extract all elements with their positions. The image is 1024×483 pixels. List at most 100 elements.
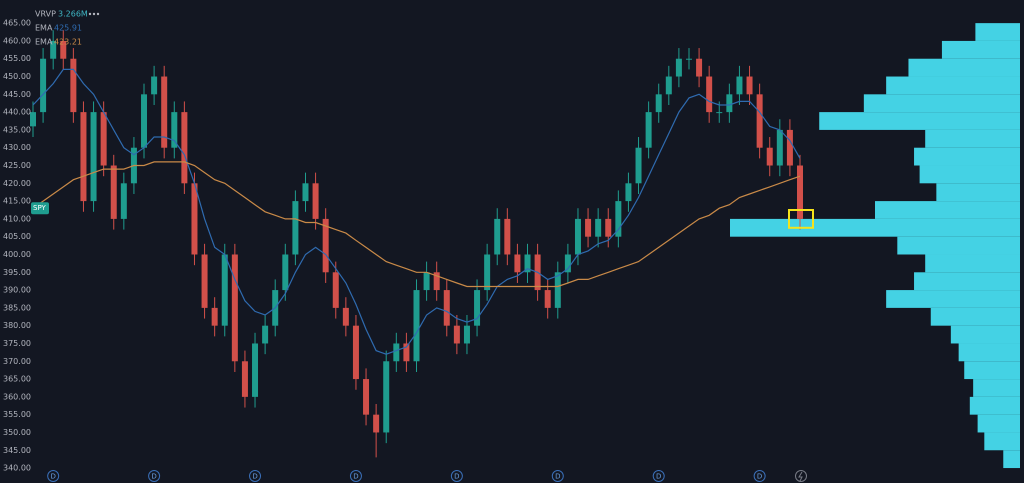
- candle-body: [110, 165, 117, 219]
- y-tick-label: 410.00: [3, 214, 31, 223]
- profile-bar: [914, 272, 1020, 291]
- ema-line: [32, 161, 801, 288]
- profile-bar: [1003, 450, 1020, 469]
- profile-bar: [977, 414, 1020, 433]
- ema-line: [32, 68, 801, 355]
- legend-value: 3.266M: [58, 10, 88, 19]
- candle-body: [100, 112, 107, 166]
- candle-body: [211, 307, 218, 326]
- menu-dot[interactable]: [88, 12, 92, 16]
- dividend-marker: [450, 470, 463, 482]
- candle-body: [655, 94, 662, 113]
- y-tick-label: 370.00: [3, 357, 31, 366]
- candle-body: [453, 325, 460, 344]
- dividend-marker: [349, 470, 362, 482]
- y-tick-label: 375.00: [3, 339, 31, 348]
- dividend-marker: [652, 470, 665, 482]
- candle-body: [60, 40, 67, 59]
- profile-bar: [950, 325, 1020, 344]
- y-tick-label: 450.00: [3, 72, 31, 81]
- profile-bar: [908, 58, 1020, 77]
- candle-body: [383, 361, 390, 433]
- candle-body: [363, 379, 370, 415]
- profile-bar: [975, 23, 1020, 41]
- candle-body: [191, 183, 198, 255]
- legend: VRVP 3.266M EMA 425.91 EMA 423.21: [35, 10, 100, 47]
- profile-bar: [863, 94, 1020, 113]
- y-tick-label: 380.00: [3, 321, 31, 330]
- dividend-label: D: [454, 473, 459, 481]
- profile-bar: [941, 40, 1020, 59]
- candle-body: [736, 76, 743, 95]
- y-tick-label: 445.00: [3, 90, 31, 99]
- menu-dot[interactable]: [96, 12, 100, 16]
- profile-bar: [875, 201, 1020, 219]
- candle-body: [504, 218, 511, 255]
- candle-body: [675, 58, 682, 77]
- profile-bar: [969, 396, 1020, 415]
- profile-bar: [919, 165, 1020, 184]
- legend-value: 425.91: [54, 24, 82, 33]
- candle-body: [201, 254, 208, 308]
- y-tick-label: 460.00: [3, 36, 31, 45]
- profile-bar: [964, 361, 1020, 380]
- profile-bar: [973, 379, 1020, 397]
- candle-body: [50, 40, 57, 59]
- legend-name: EMA: [35, 24, 53, 33]
- profile-bar: [886, 76, 1020, 95]
- candle-body: [433, 272, 440, 291]
- candle-body: [393, 343, 400, 362]
- candle-body: [181, 112, 188, 184]
- candle-body: [403, 343, 410, 362]
- candle-body: [413, 290, 420, 362]
- y-tick-label: 430.00: [3, 143, 31, 152]
- volume-profile: [730, 23, 1020, 469]
- y-axis: 340.00 345.00 350.00 355.00 360.00 365.00 370.…: [0, 0, 49, 483]
- candle-body: [797, 165, 803, 219]
- candle-body: [292, 201, 299, 255]
- dividend-marker: [249, 470, 262, 482]
- y-tick-label: 390.00: [3, 286, 31, 295]
- dividend-marker: [148, 470, 161, 482]
- dividend-marker: [47, 470, 60, 482]
- y-tick-label: 400.00: [3, 250, 31, 259]
- y-tick-label: 345.00: [3, 446, 31, 455]
- menu-dot[interactable]: [92, 12, 96, 16]
- candle-body: [595, 218, 602, 237]
- profile-bar: [914, 147, 1020, 166]
- candle-body: [746, 76, 753, 95]
- candle-body: [373, 414, 380, 433]
- replay-icon[interactable]: [795, 470, 807, 482]
- candle-body: [494, 218, 501, 255]
- y-tick-label: 440.00: [3, 108, 31, 117]
- profile-bar: [958, 343, 1020, 362]
- y-tick-label: 455.00: [3, 54, 31, 63]
- y-tick-label: 465.00: [3, 19, 31, 28]
- candle-body: [463, 325, 470, 344]
- candle-body: [332, 272, 339, 308]
- dividend-marker: [551, 470, 564, 482]
- candle-body: [726, 94, 733, 113]
- candle-body: [282, 254, 289, 291]
- candle-body: [776, 129, 783, 166]
- dividend-label: D: [656, 473, 661, 481]
- candle-body: [90, 112, 97, 202]
- candle-body: [574, 218, 581, 255]
- profile-bar: [925, 254, 1020, 273]
- candle-body: [756, 94, 763, 148]
- profile-bar: [930, 307, 1020, 326]
- candle-body: [312, 183, 319, 219]
- profile-bar: [886, 290, 1020, 308]
- symbol-tag-bg: [31, 202, 49, 215]
- profile-bar: [925, 129, 1020, 148]
- candle-body: [484, 254, 491, 291]
- candle-body: [524, 254, 531, 273]
- profile-bar: [819, 112, 1020, 130]
- dividend-label: D: [50, 473, 55, 481]
- candle-body: [665, 76, 672, 95]
- y-tick-label: 340.00: [3, 464, 31, 473]
- candle-body: [544, 290, 551, 308]
